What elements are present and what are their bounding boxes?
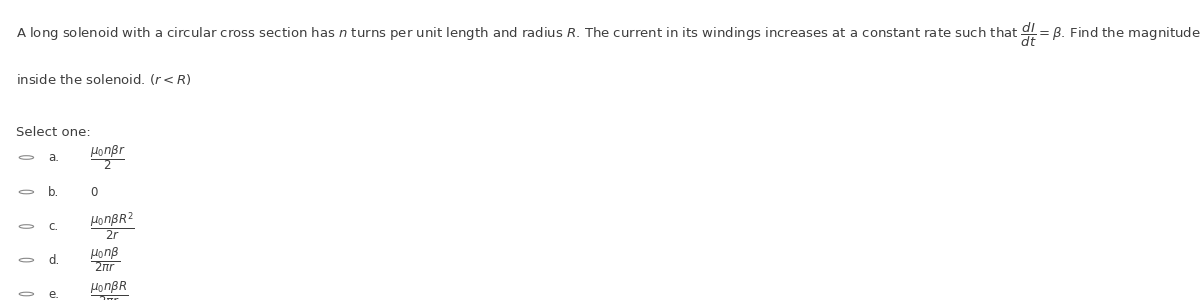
Text: Select one:: Select one: xyxy=(16,126,90,139)
Text: $\dfrac{\mu_0 n\beta}{2\pi r}$: $\dfrac{\mu_0 n\beta}{2\pi r}$ xyxy=(90,246,120,274)
Text: A long solenoid with a circular cross section has $n$ turns per unit length and : A long solenoid with a circular cross se… xyxy=(16,21,1200,49)
Text: $0$: $0$ xyxy=(90,185,98,199)
Text: a.: a. xyxy=(48,151,59,164)
Text: $\dfrac{\mu_0 n\beta R}{2\pi r}$: $\dfrac{\mu_0 n\beta R}{2\pi r}$ xyxy=(90,280,128,300)
Text: $\dfrac{\mu_0 n\beta r}{2}$: $\dfrac{\mu_0 n\beta r}{2}$ xyxy=(90,143,126,172)
Text: $\dfrac{\mu_0 n\beta R^2}{2r}$: $\dfrac{\mu_0 n\beta R^2}{2r}$ xyxy=(90,210,134,243)
Text: b.: b. xyxy=(48,185,59,199)
Text: inside the solenoid. ($r < R$): inside the solenoid. ($r < R$) xyxy=(16,72,191,87)
Text: c.: c. xyxy=(48,220,58,233)
Text: e.: e. xyxy=(48,287,59,300)
Text: d.: d. xyxy=(48,254,59,267)
